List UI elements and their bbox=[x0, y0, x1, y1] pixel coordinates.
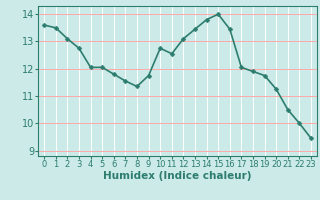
X-axis label: Humidex (Indice chaleur): Humidex (Indice chaleur) bbox=[103, 171, 252, 181]
